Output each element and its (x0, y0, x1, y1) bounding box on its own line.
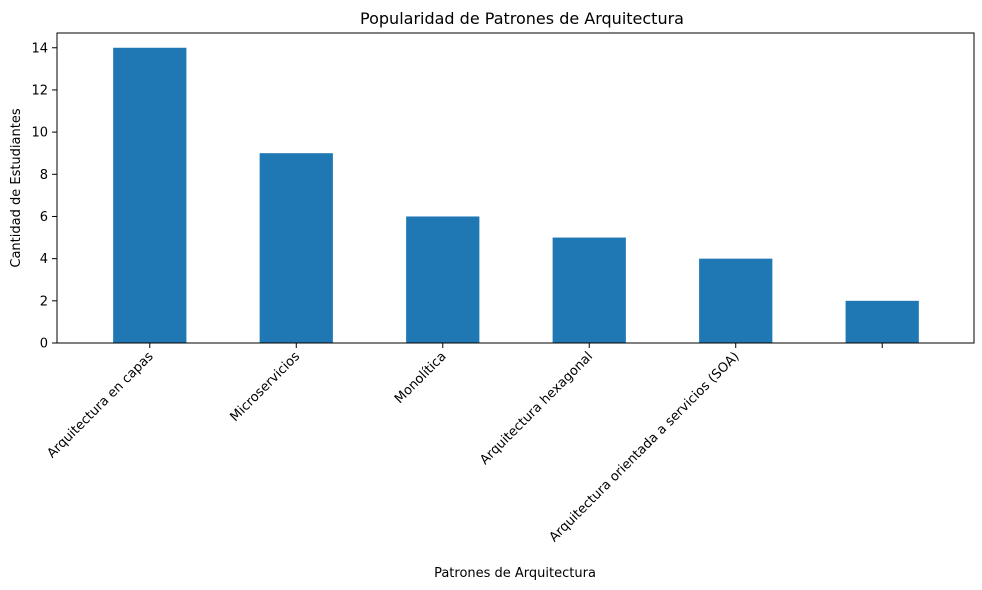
y-tick-label: 14 (31, 41, 48, 56)
y-tick-label: 4 (40, 252, 48, 267)
bar (259, 153, 333, 343)
x-tick-label: Arquitectura hexagonal (477, 349, 596, 468)
bar (845, 300, 919, 343)
bar-group (113, 47, 919, 343)
x-axis-label: Patrones de Arquitectura (434, 566, 596, 581)
bar (406, 216, 480, 343)
y-axis-ticks: 0 2 4 6 8 10 12 14 (31, 41, 57, 352)
y-tick-label: 6 (40, 210, 48, 225)
x-tick-label: Arquitectura en capas (44, 349, 156, 461)
x-tick-label: Microservicios (228, 349, 304, 425)
y-tick-label: 8 (40, 168, 48, 183)
y-axis-label: Cantidad de Estudiantes (9, 108, 24, 267)
x-axis-ticks: Arquitectura en capas Microservicios Monol… (44, 343, 883, 545)
y-tick-label: 10 (31, 126, 48, 141)
x-tick-label: Monolítica (392, 349, 450, 407)
bar (699, 258, 773, 343)
y-tick-label: 2 (40, 294, 48, 309)
plot-frame (56, 32, 975, 344)
y-tick-label: 0 (40, 337, 48, 352)
chart-title: Popularidad de Patrones de Arquitectura (360, 9, 684, 28)
bar (552, 237, 626, 343)
axes (56, 32, 975, 344)
y-tick-label: 12 (31, 83, 48, 98)
bar (113, 47, 187, 343)
